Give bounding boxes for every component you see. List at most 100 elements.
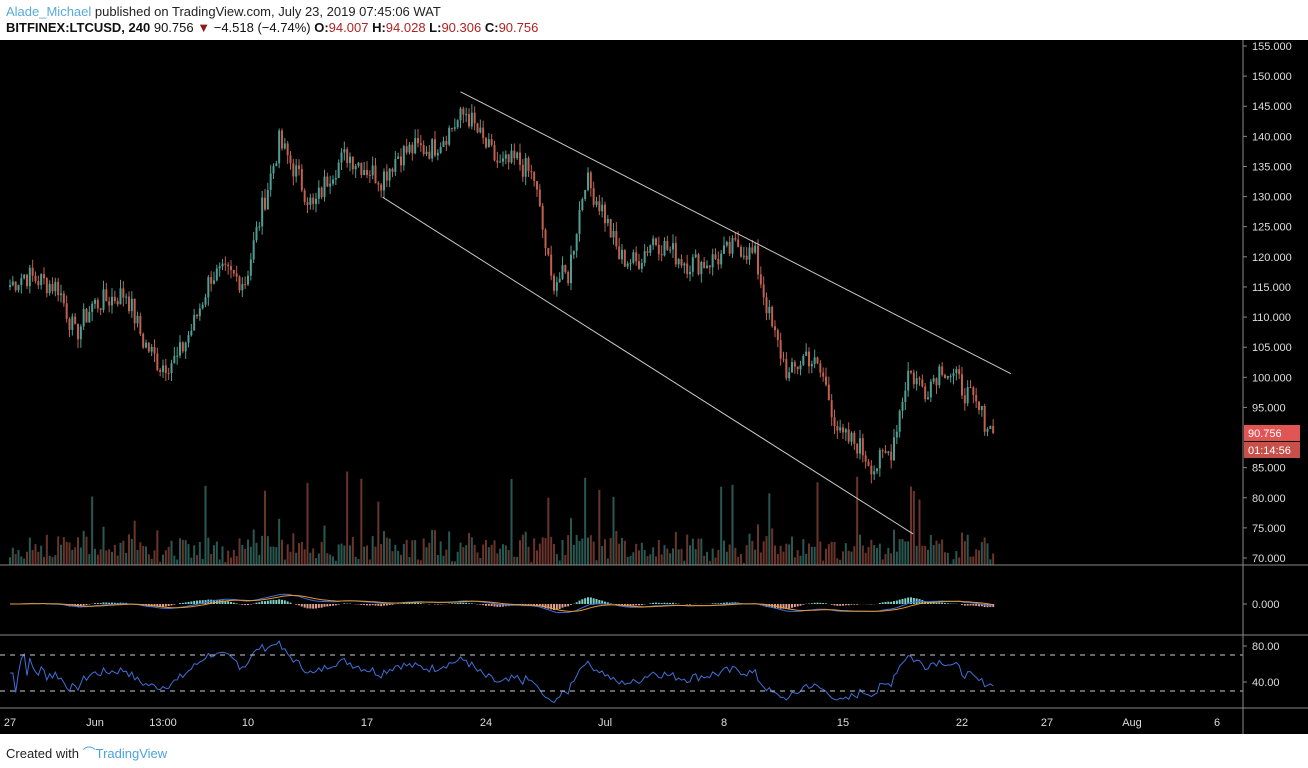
macd-histogram-bar <box>629 604 632 607</box>
candle-body <box>170 363 173 374</box>
time-tick-label: 8 <box>721 717 727 729</box>
volume-bar <box>830 541 833 565</box>
candle-body <box>745 255 748 260</box>
candle-body <box>570 254 572 284</box>
volume-bar <box>113 544 116 565</box>
candle-body <box>397 156 400 159</box>
macd-histogram-bar <box>167 604 170 607</box>
macd-histogram-bar <box>179 603 181 604</box>
volume-bar <box>298 543 300 565</box>
macd-histogram-bar <box>221 600 224 604</box>
candle-body <box>320 187 323 198</box>
price-tick-label: 110.000 <box>1252 312 1291 324</box>
macd-histogram-bar <box>343 603 346 604</box>
volume-bar <box>286 544 289 565</box>
volume-bar <box>762 541 765 565</box>
candle-body <box>850 432 853 442</box>
candle-body <box>785 359 788 379</box>
volume-bar <box>190 557 193 565</box>
macd-histogram-bar <box>334 604 337 606</box>
macd-histogram-bar <box>224 600 227 604</box>
macd-histogram-bar <box>298 604 300 606</box>
candle-body <box>445 141 448 145</box>
macd-histogram-bar <box>564 604 567 607</box>
macd-histogram-bar <box>842 604 844 606</box>
candle-body <box>839 427 842 431</box>
candle-body <box>697 254 700 275</box>
volume-bar <box>281 539 283 565</box>
candle-body <box>711 254 714 268</box>
candle-body <box>317 187 320 199</box>
candle-body <box>754 245 757 253</box>
candle-body <box>544 229 547 249</box>
volume-bar <box>626 556 629 565</box>
volume-bar <box>300 541 303 565</box>
candle-body <box>864 455 867 462</box>
macd-histogram-bar <box>79 604 82 607</box>
author-link[interactable]: Alade_Michael <box>6 4 92 19</box>
macd-histogram-bar <box>802 604 805 605</box>
candle-body <box>677 259 680 265</box>
macd-histogram-bar <box>669 602 672 604</box>
macd-histogram-bar <box>785 604 788 610</box>
macd-histogram-bar <box>94 603 96 604</box>
brand-link[interactable]: TradingView <box>95 746 168 761</box>
macd-histogram-bar <box>660 603 663 604</box>
volume-bar <box>986 543 989 565</box>
price-tick-label: 140.000 <box>1252 131 1292 143</box>
macd-histogram-bar <box>272 599 275 604</box>
volume-bar <box>133 520 136 565</box>
volume-bar <box>371 536 374 565</box>
close-value: 90.756 <box>498 20 539 35</box>
macd-histogram-bar <box>578 600 581 604</box>
candle-body <box>825 376 827 385</box>
candle-body <box>774 326 776 331</box>
volume-bar <box>468 533 470 565</box>
macd-histogram-bar <box>623 604 626 607</box>
candle-body <box>762 284 765 298</box>
candle-body <box>703 261 706 269</box>
macd-histogram-bar <box>836 604 839 606</box>
macd-histogram-bar <box>932 602 935 604</box>
candle-body <box>949 375 952 377</box>
candle-body <box>213 280 215 284</box>
macd-histogram-bar <box>326 604 329 607</box>
candle-body <box>910 370 912 373</box>
candle-body <box>329 183 332 187</box>
candle-body <box>388 168 391 181</box>
macd-histogram-bar <box>332 604 334 606</box>
candle-body <box>873 471 876 475</box>
volume-bar <box>264 490 266 565</box>
volume-bar <box>572 544 575 565</box>
volume-bar <box>844 543 847 565</box>
candle-body <box>674 243 677 265</box>
candle-body <box>184 342 187 352</box>
volume-bar <box>408 556 411 565</box>
trendline <box>382 196 914 535</box>
macd-histogram-bar <box>782 604 785 609</box>
macd-histogram-bar <box>485 604 487 606</box>
volume-bar <box>601 546 604 565</box>
candle-body <box>966 387 969 404</box>
volume-bar <box>519 540 521 565</box>
volume-bar <box>604 539 606 565</box>
candle-body <box>468 114 470 127</box>
volume-bar <box>748 533 751 565</box>
candle-body <box>360 162 363 175</box>
price-chart[interactable]: 90.75601:14:56155.000150.000145.000140.0… <box>0 40 1308 734</box>
candle-body <box>575 233 578 251</box>
candle-body <box>252 240 255 260</box>
volume-bar <box>618 543 621 565</box>
rsi-tick-label: 40.00 <box>1252 677 1280 689</box>
candle-body <box>598 201 601 212</box>
candle-body <box>510 150 513 163</box>
macd-histogram-bar <box>187 601 190 604</box>
candle-body <box>451 127 453 129</box>
candle-body <box>405 146 408 153</box>
volume-bar <box>326 553 329 565</box>
candle-body <box>890 451 893 461</box>
volume-bar <box>173 555 176 565</box>
volume-bar <box>516 556 519 565</box>
candle-body <box>700 261 703 275</box>
candle-body <box>694 254 697 258</box>
